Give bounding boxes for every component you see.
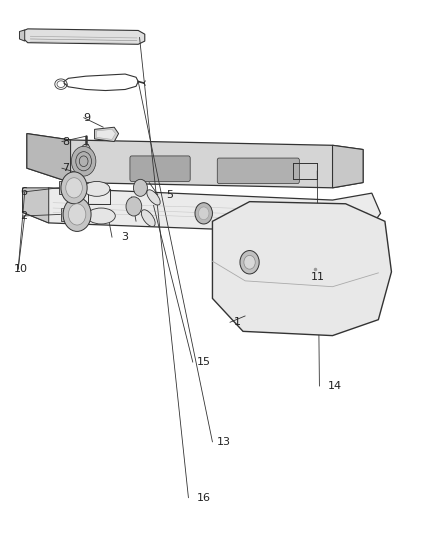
Circle shape — [61, 172, 87, 204]
Polygon shape — [332, 146, 363, 188]
Circle shape — [81, 144, 90, 155]
Circle shape — [240, 251, 259, 274]
Polygon shape — [212, 201, 392, 336]
Circle shape — [63, 197, 91, 231]
Text: 5: 5 — [166, 190, 173, 200]
Circle shape — [195, 203, 212, 224]
Text: 6: 6 — [20, 187, 27, 197]
Polygon shape — [27, 134, 71, 182]
Circle shape — [68, 204, 86, 225]
Text: 1: 1 — [234, 317, 241, 327]
Ellipse shape — [141, 209, 155, 227]
Polygon shape — [59, 181, 72, 194]
Circle shape — [71, 147, 96, 176]
Text: 9: 9 — [84, 112, 91, 123]
Ellipse shape — [84, 181, 110, 196]
Circle shape — [76, 152, 92, 171]
Ellipse shape — [147, 190, 160, 205]
Circle shape — [198, 207, 209, 220]
Circle shape — [66, 177, 82, 198]
Text: 2: 2 — [20, 211, 28, 221]
Polygon shape — [22, 29, 145, 44]
Polygon shape — [19, 30, 25, 41]
Circle shape — [79, 156, 88, 166]
FancyBboxPatch shape — [130, 156, 190, 181]
Polygon shape — [27, 134, 363, 188]
Circle shape — [126, 197, 142, 216]
Polygon shape — [95, 127, 119, 142]
Text: 4: 4 — [145, 216, 152, 227]
Text: 8: 8 — [62, 136, 69, 147]
Text: 7: 7 — [62, 163, 69, 173]
Polygon shape — [60, 208, 75, 221]
Polygon shape — [22, 188, 49, 223]
FancyBboxPatch shape — [217, 158, 299, 183]
Text: 13: 13 — [217, 437, 231, 447]
Text: 15: 15 — [197, 357, 211, 367]
Circle shape — [134, 179, 148, 196]
Text: 16: 16 — [197, 492, 211, 503]
Polygon shape — [22, 188, 381, 233]
Polygon shape — [96, 130, 116, 140]
Text: 3: 3 — [121, 232, 128, 243]
Text: 14: 14 — [328, 381, 342, 391]
Ellipse shape — [87, 208, 115, 224]
Text: 11: 11 — [311, 272, 325, 282]
Polygon shape — [219, 272, 263, 286]
Circle shape — [244, 255, 255, 269]
Text: 10: 10 — [14, 264, 28, 274]
